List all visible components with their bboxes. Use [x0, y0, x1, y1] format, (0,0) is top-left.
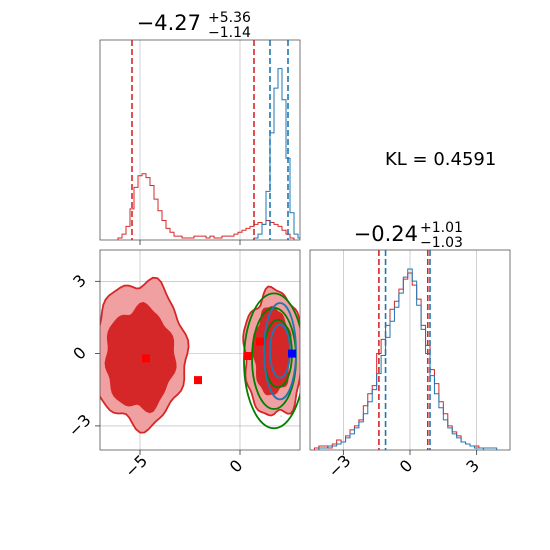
top-marginal-panel: −4.27 +5.36 −1.14 — [99, 10, 301, 245]
joint-x-tick-label: 0 — [226, 456, 247, 477]
right-panel-tick-labels: −3 0 3 — [324, 451, 483, 481]
right-histogram-series-1 — [318, 268, 498, 450]
right-panel-histograms — [313, 268, 498, 450]
top-panel-title-value: −4.27 — [137, 11, 201, 35]
top-panel-frame — [99, 39, 301, 241]
top-panel-ticks — [139, 240, 241, 245]
kl-annotation: KL = 0.4591 — [385, 149, 496, 170]
right-x-tick-label: −3 — [324, 451, 354, 481]
scatter-point — [90, 337, 92, 339]
top-panel-grid — [139, 40, 241, 240]
top-panel-histograms — [117, 68, 300, 240]
marker-square — [244, 352, 252, 361]
top-histogram-series-1 — [253, 68, 300, 240]
top-histogram-series-0 — [117, 173, 295, 240]
scatter-point — [94, 382, 96, 384]
right-panel-quantile-lines — [378, 250, 431, 450]
marker-square — [288, 349, 296, 358]
right-panel-title-sup: +1.01 — [420, 220, 463, 236]
top-panel-title-sup: +5.36 — [208, 10, 251, 26]
right-x-tick-label: 3 — [462, 456, 483, 477]
right-marginal-panel: −3 0 3 −0.24 +1.01 −1.03 — [309, 220, 511, 481]
joint-panel-contours — [100, 276, 300, 434]
top-panel-title-sub: −1.14 — [208, 25, 251, 41]
scatter-point — [280, 415, 283, 418]
joint-panel-frame — [99, 249, 301, 451]
marker-square — [194, 376, 202, 385]
right-panel-grid — [343, 250, 477, 450]
joint-panel-markers — [142, 337, 296, 385]
joint-x-tick-label: −5 — [121, 451, 151, 481]
joint-y-tick-label: 3 — [69, 271, 90, 292]
marker-square — [142, 354, 150, 363]
joint-panel-ticks — [95, 280, 241, 455]
joint-panel: −5 0 −3 0 3 — [65, 249, 301, 481]
top-panel-quantile-lines — [131, 40, 289, 240]
marker-square — [256, 337, 264, 346]
contour-green-outer — [243, 292, 300, 430]
right-panel-title-value: −0.24 — [354, 222, 418, 246]
joint-y-tick-label: 0 — [69, 343, 90, 364]
joint-y-tick-label: −3 — [65, 410, 95, 440]
contour-red-left-inner — [104, 301, 177, 414]
right-x-tick-label: 0 — [396, 456, 417, 477]
right-panel-title-sub: −1.03 — [420, 235, 463, 251]
right-panel-ticks — [342, 450, 478, 455]
top-panel-background — [100, 40, 300, 240]
